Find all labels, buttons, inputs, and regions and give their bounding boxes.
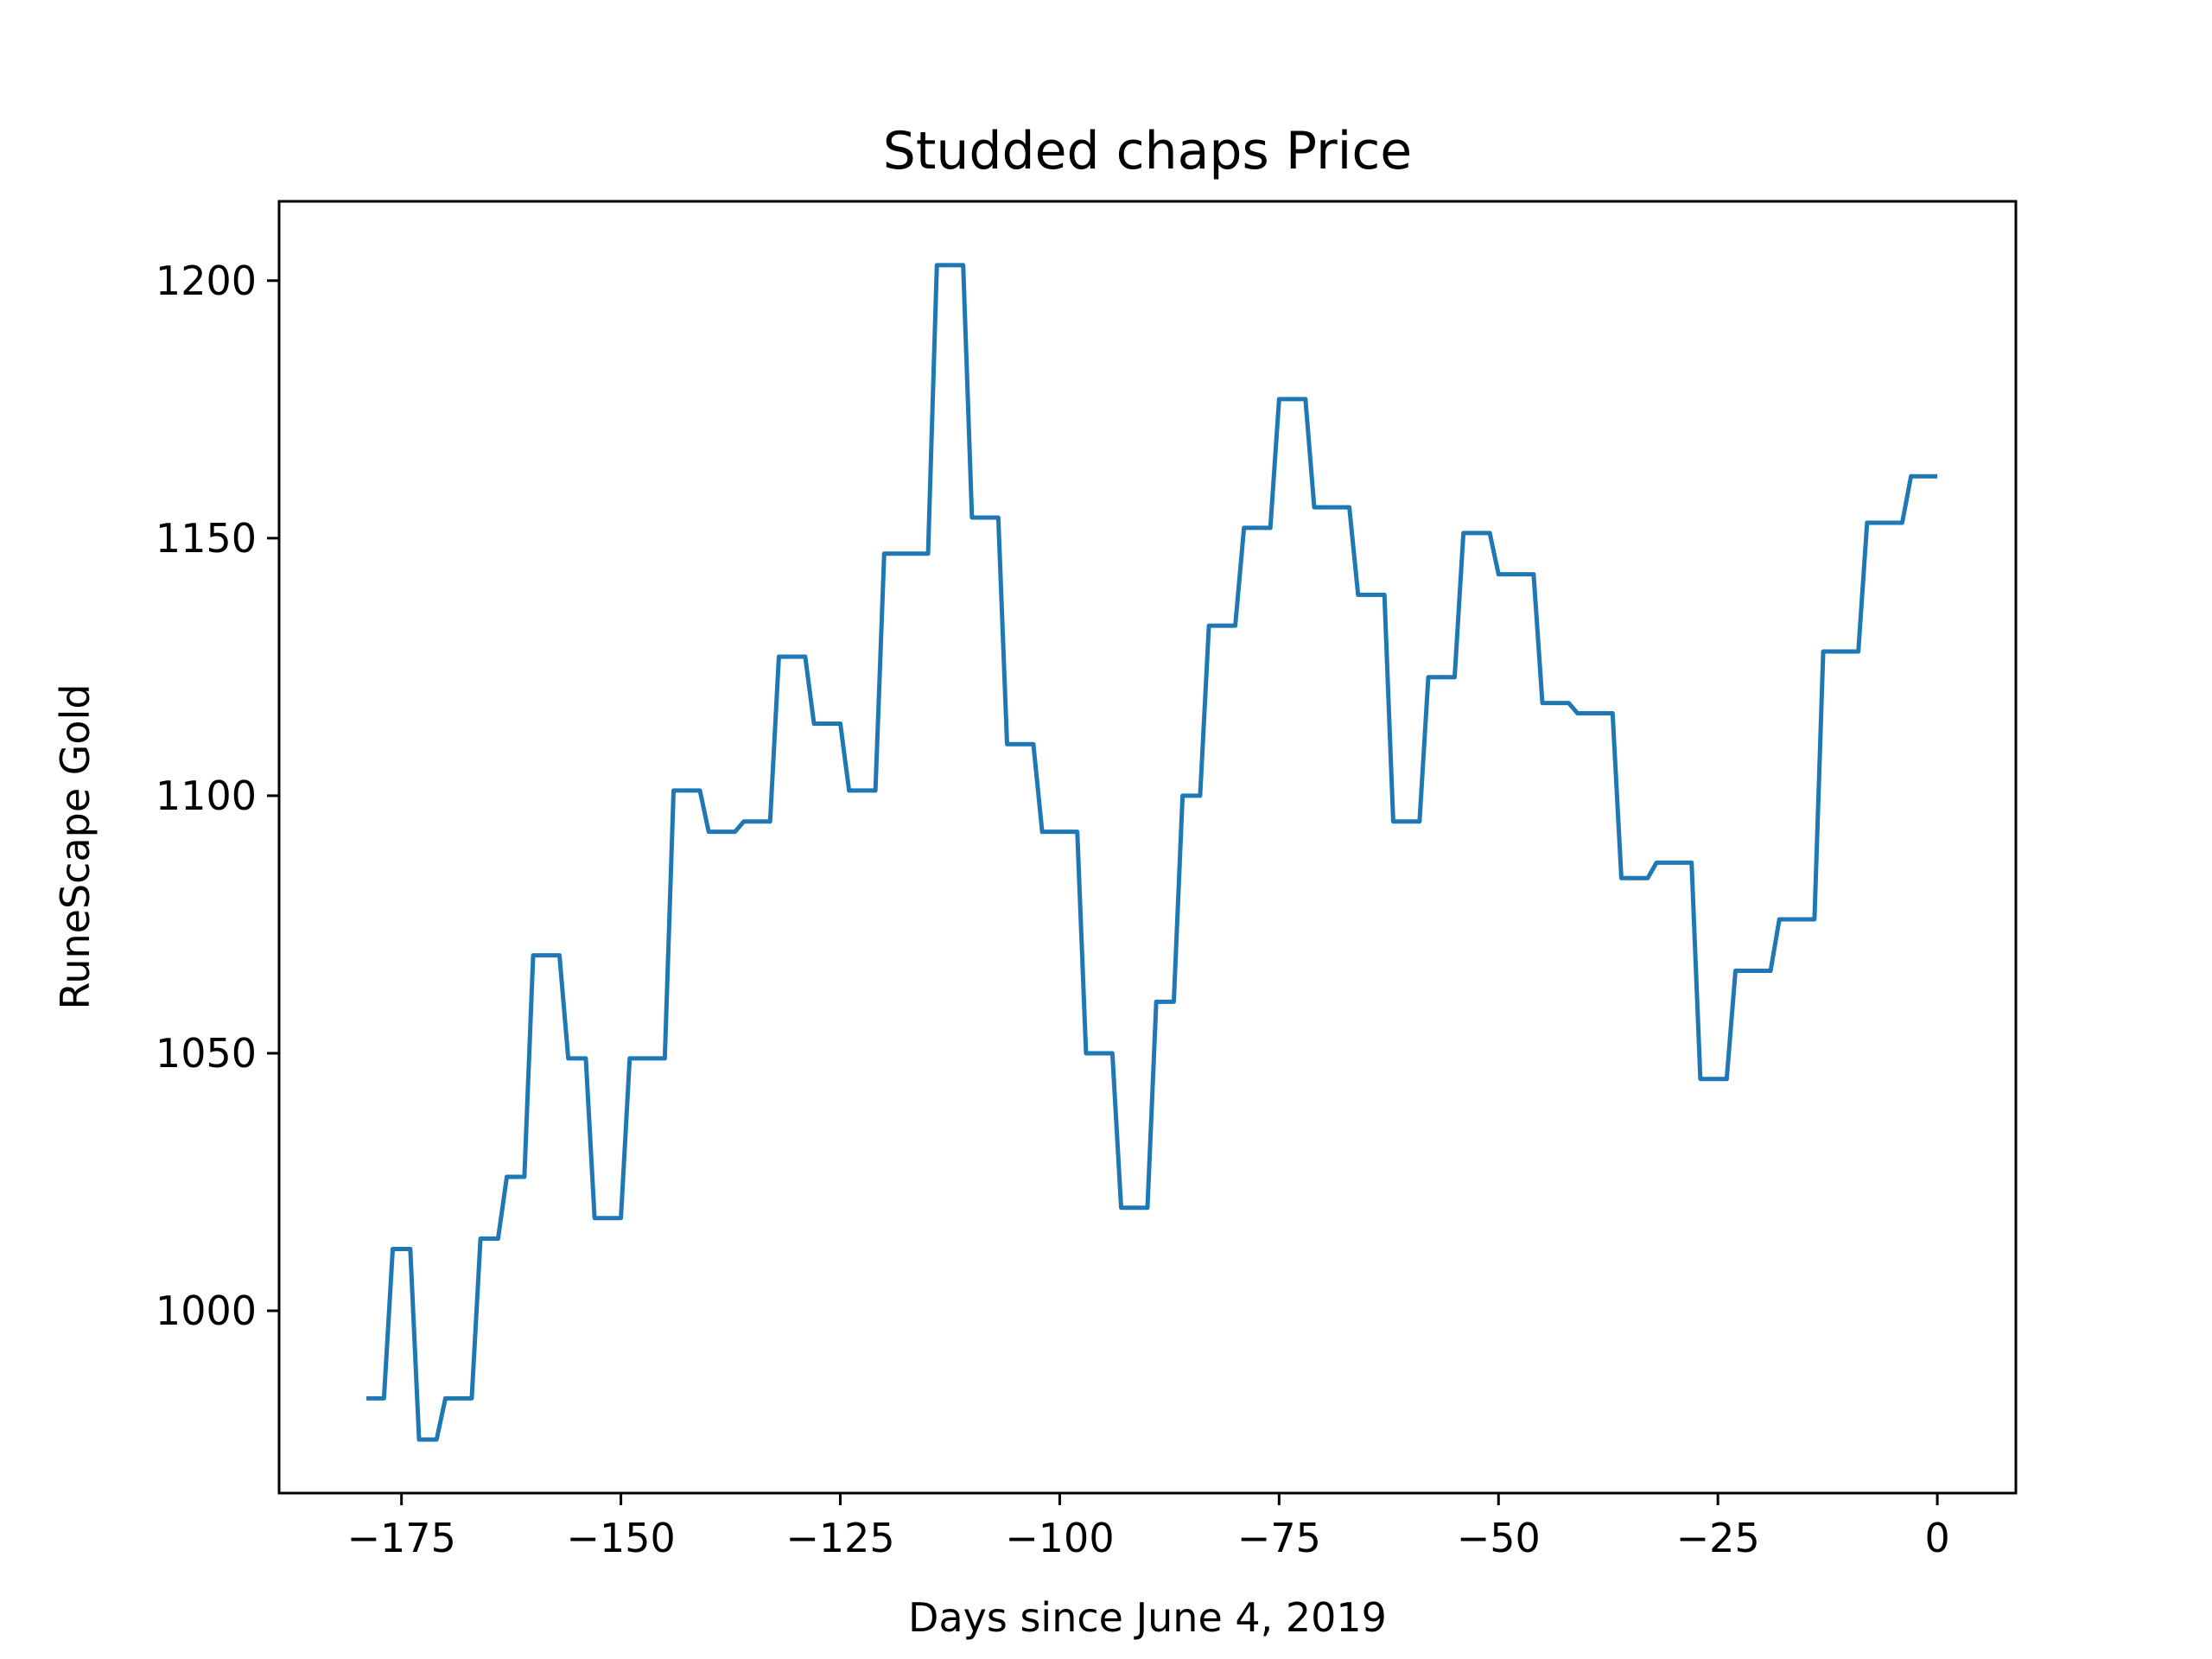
x-tick-label: −100 [1005, 1515, 1114, 1561]
chart-title: Studded chaps Price [883, 121, 1412, 181]
y-axis-ticks: 1000 1050 1100 1150 1200 [156, 257, 279, 1334]
y-axis-label: RuneScape Gold [52, 683, 99, 1009]
x-axis-ticks: −175 −150 −125 −100 −75 −50 −25 0 [347, 1493, 1950, 1561]
x-axis-label: Days since June 4, 2019 [908, 1594, 1387, 1641]
plot-area [366, 263, 1938, 1442]
x-tick-label: −25 [1676, 1515, 1760, 1561]
x-tick-label: 0 [1924, 1515, 1949, 1561]
y-tick-label: 1150 [156, 515, 257, 562]
series-line-0 [366, 263, 1938, 1442]
x-tick-label: −50 [1457, 1515, 1541, 1561]
axes-frame [277, 200, 2018, 1495]
y-tick-label: 1100 [156, 772, 257, 819]
x-tick-label: −75 [1237, 1515, 1321, 1561]
x-tick-label: −125 [785, 1515, 894, 1561]
y-tick-label: 1000 [156, 1287, 257, 1334]
y-tick-label: 1050 [156, 1030, 257, 1077]
x-tick-label: −150 [566, 1515, 675, 1561]
y-tick-label: 1200 [156, 257, 257, 304]
x-tick-label: −175 [347, 1515, 456, 1561]
